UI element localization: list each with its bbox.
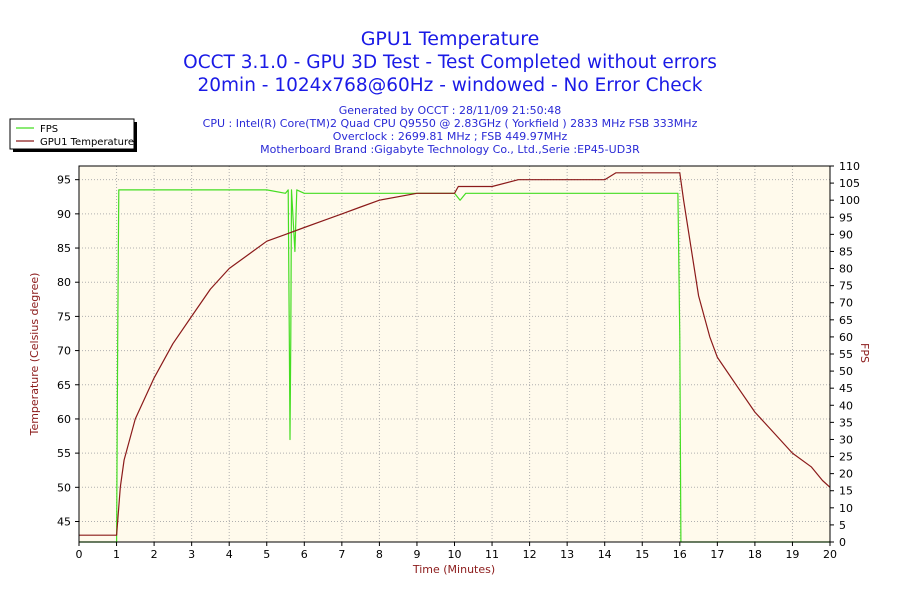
y-right-tick-label: 15: [839, 485, 853, 498]
y-left-tick-label: 95: [57, 174, 71, 187]
info-overclock: Overclock : 2699.81 MHz ; FSB 449.97MHz: [333, 130, 568, 143]
chart-title: GPU1 Temperature: [361, 28, 540, 50]
series-line-temperature: [79, 172, 831, 536]
y-right-tick-label: 20: [839, 468, 853, 481]
y-left-tick-label: 50: [57, 481, 71, 494]
x-tick-label: 4: [226, 548, 233, 561]
x-tick-label: 10: [448, 548, 462, 561]
grid: [78, 166, 831, 542]
y-left-tick-label: 85: [57, 242, 71, 255]
y-right-axis-ticks: 0 5 10 15 20 25 30 35 40 45 50 55 60 65 70 75 80 85 90 95 10…: [830, 160, 860, 549]
y-right-tick-label: 40: [839, 399, 853, 412]
legend-box: [9, 118, 135, 150]
legend-label-temperature: GPU1 Temperature: [40, 137, 134, 148]
y-right-tick-label: 55: [839, 348, 853, 361]
x-tick-label: 17: [710, 548, 724, 561]
y-right-tick-label: 90: [839, 228, 853, 241]
chart-subtitle-test: OCCT 3.1.0 - GPU 3D Test - Test Complete…: [183, 52, 717, 73]
y-right-tick-label: 80: [839, 263, 853, 276]
x-tick-label: 16: [673, 548, 687, 561]
x-tick-label: 12: [523, 548, 537, 561]
x-tick-label: 6: [301, 548, 308, 561]
y-right-tick-label: 0: [839, 536, 846, 549]
y-right-tick-label: 105: [839, 177, 860, 190]
x-tick-label: 13: [560, 548, 574, 561]
x-tick-label: 7: [338, 548, 345, 561]
y-right-tick-label: 60: [839, 331, 853, 344]
x-tick-label: 20: [823, 548, 837, 561]
y-left-axis-ticks: 45 50 55 60 65 70 75 80 85 90 95: [57, 174, 79, 528]
y-right-tick-label: 45: [839, 382, 853, 395]
y-right-tick-label: 10: [839, 502, 853, 515]
plot-area: [79, 166, 830, 542]
y-right-tick-label: 95: [839, 211, 853, 224]
y-right-tick-label: 110: [839, 160, 860, 173]
y-left-tick-label: 70: [57, 345, 71, 358]
y-right-tick-label: 50: [839, 365, 853, 378]
series-line-fps: [79, 189, 830, 543]
chart-subtitle-config: 20min - 1024x768@60Hz - windowed - No Er…: [198, 75, 703, 96]
y-right-tick-label: 100: [839, 194, 860, 207]
legend-label-fps: FPS: [40, 124, 58, 135]
y-right-axis-label: FPS: [858, 343, 871, 363]
info-motherboard: Motherboard Brand :Gigabyte Technology C…: [260, 143, 640, 156]
y-left-tick-label: 45: [57, 515, 71, 528]
y-left-axis-label: Temperature (Celsius degree): [28, 273, 41, 437]
y-right-tick-label: 70: [839, 297, 853, 310]
x-tick-label: 0: [76, 548, 83, 561]
y-right-tick-label: 5: [839, 519, 846, 532]
x-tick-label: 2: [151, 548, 158, 561]
y-left-tick-label: 60: [57, 413, 71, 426]
x-axis-ticks: 0 1 2 3 4 5 6 7 8 9 10 11 12 13 14 15 16 17 18 19 20: [76, 542, 837, 561]
x-tick-label: 9: [413, 548, 420, 561]
x-tick-label: 11: [485, 548, 499, 561]
y-right-tick-label: 25: [839, 451, 853, 464]
x-tick-label: 15: [635, 548, 649, 561]
x-tick-label: 8: [376, 548, 383, 561]
y-left-tick-label: 55: [57, 447, 71, 460]
x-axis-label: Time (Minutes): [412, 563, 495, 576]
y-right-tick-label: 30: [839, 433, 853, 446]
x-tick-label: 14: [598, 548, 612, 561]
y-left-tick-label: 65: [57, 379, 71, 392]
legend: FPS GPU1 Temperature: [9, 118, 137, 152]
x-tick-label: 5: [263, 548, 270, 561]
x-tick-label: 19: [785, 548, 799, 561]
y-right-tick-label: 85: [839, 245, 853, 258]
info-generated: Generated by OCCT : 28/11/09 21:50:48: [339, 104, 562, 117]
x-tick-label: 3: [188, 548, 195, 561]
y-right-tick-label: 65: [839, 314, 853, 327]
y-left-tick-label: 90: [57, 208, 71, 221]
x-tick-label: 1: [113, 548, 120, 561]
x-tick-label: 18: [748, 548, 762, 561]
y-left-tick-label: 75: [57, 310, 71, 323]
y-left-tick-label: 80: [57, 276, 71, 289]
series-lines: [79, 172, 831, 543]
y-right-tick-label: 35: [839, 416, 853, 429]
y-right-tick-label: 75: [839, 280, 853, 293]
info-cpu: CPU : Intel(R) Core(TM)2 Quad CPU Q9550 …: [203, 117, 698, 130]
